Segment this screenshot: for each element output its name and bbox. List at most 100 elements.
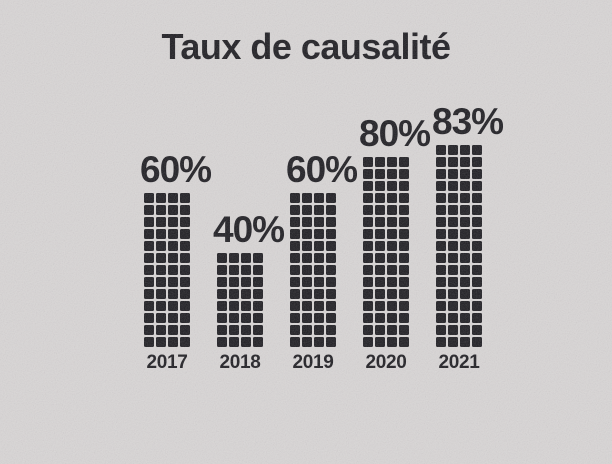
waffle-square	[399, 265, 409, 276]
waffle-square	[460, 289, 470, 300]
waffle-square	[217, 253, 227, 264]
waffle-square	[290, 325, 300, 336]
x-axis-label: 2018	[219, 352, 261, 374]
waffle-square	[302, 265, 312, 276]
waffle-square	[387, 277, 397, 288]
waffle-square	[399, 325, 409, 336]
waffle-square	[229, 301, 239, 312]
waffle-square	[326, 313, 336, 324]
waffle-square	[363, 337, 373, 348]
waffle-square	[314, 277, 324, 288]
waffle-square	[314, 265, 324, 276]
waffle-square	[460, 193, 470, 204]
waffle-square	[290, 229, 300, 240]
waffle-square	[472, 337, 482, 348]
waffle-square	[314, 193, 324, 204]
waffle-square	[363, 157, 373, 168]
waffle-square	[472, 229, 482, 240]
waffle-square	[253, 253, 263, 264]
waffle-square	[326, 301, 336, 312]
waffle-square	[144, 337, 154, 348]
waffle-square	[436, 313, 446, 324]
waffle-square	[168, 301, 178, 312]
waffle-square	[290, 301, 300, 312]
waffle-square	[436, 337, 446, 348]
waffle-square	[387, 253, 397, 264]
waffle-square	[253, 313, 263, 324]
waffle-square	[156, 325, 166, 336]
waffle-square	[168, 277, 178, 288]
waffle-square	[302, 241, 312, 252]
waffle-square	[363, 265, 373, 276]
waffle-square	[375, 265, 385, 276]
waffle-square	[448, 277, 458, 288]
waffle-square	[217, 277, 227, 288]
waffle-square	[144, 229, 154, 240]
bar-group-2021: 83% 2021	[432, 103, 504, 374]
waffle-square	[326, 265, 336, 276]
waffle-square	[144, 265, 154, 276]
waffle-square	[363, 181, 373, 192]
waffle-square	[168, 289, 178, 300]
waffle-square	[399, 181, 409, 192]
x-axis-label: 2020	[365, 352, 407, 374]
waffle-square	[375, 313, 385, 324]
waffle-square	[180, 253, 190, 264]
waffle-square	[387, 337, 397, 348]
waffle-square	[302, 301, 312, 312]
waffle-bar-2021	[436, 145, 482, 348]
waffle-square	[375, 157, 385, 168]
waffle-square	[363, 193, 373, 204]
waffle-square	[302, 277, 312, 288]
bar-group-2019: 60% 2019	[286, 151, 358, 374]
waffle-square	[229, 289, 239, 300]
waffle-square	[326, 193, 336, 204]
waffle-square	[387, 157, 397, 168]
waffle-square	[448, 301, 458, 312]
waffle-square	[436, 157, 446, 168]
waffle-square	[436, 145, 446, 156]
waffle-square	[448, 205, 458, 216]
waffle-square	[460, 277, 470, 288]
waffle-square	[314, 253, 324, 264]
waffle-square	[363, 241, 373, 252]
x-axis-label: 2019	[292, 352, 334, 374]
waffle-square	[375, 181, 385, 192]
waffle-square	[156, 289, 166, 300]
waffle-square	[448, 313, 458, 324]
waffle-square	[180, 325, 190, 336]
waffle-square	[326, 205, 336, 216]
waffle-square	[472, 289, 482, 300]
waffle-square	[460, 301, 470, 312]
waffle-square	[326, 241, 336, 252]
waffle-square	[460, 229, 470, 240]
waffle-square	[290, 313, 300, 324]
waffle-square	[472, 205, 482, 216]
waffle-square	[460, 145, 470, 156]
waffle-square	[217, 265, 227, 276]
waffle-square	[302, 193, 312, 204]
waffle-square	[144, 301, 154, 312]
waffle-square	[217, 289, 227, 300]
chart-title: Taux de causalité	[161, 26, 451, 67]
waffle-square	[314, 229, 324, 240]
waffle-square	[326, 253, 336, 264]
waffle-square	[399, 169, 409, 180]
waffle-square	[399, 289, 409, 300]
waffle-square	[290, 265, 300, 276]
bar-value-label: 40%	[213, 209, 285, 251]
waffle-square	[326, 337, 336, 348]
waffle-square	[168, 229, 178, 240]
waffle-square	[168, 265, 178, 276]
waffle-square	[375, 241, 385, 252]
waffle-square	[375, 289, 385, 300]
waffle-square	[302, 217, 312, 228]
waffle-square	[448, 325, 458, 336]
waffle-square	[436, 229, 446, 240]
waffle-square	[375, 193, 385, 204]
waffle-square	[399, 313, 409, 324]
waffle-square	[144, 325, 154, 336]
waffle-square	[229, 337, 239, 348]
waffle-square	[387, 229, 397, 240]
waffle-square	[436, 181, 446, 192]
